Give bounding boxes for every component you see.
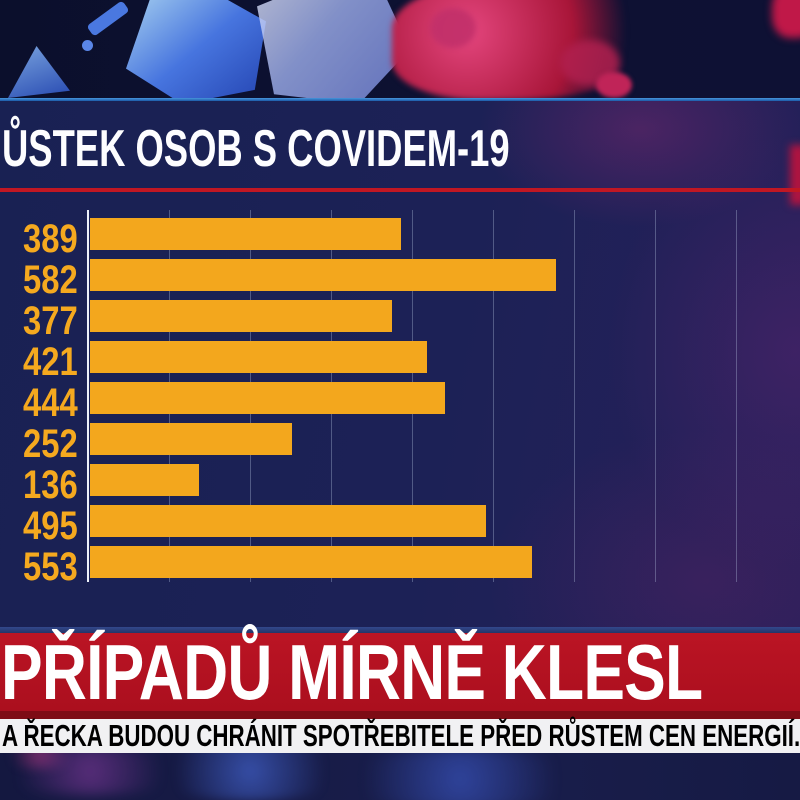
crystal-cluster-icon	[126, 0, 266, 98]
headline-band: PŘÍPADŮ MÍRNĚ KLESL	[0, 633, 800, 711]
crystal-cluster-icon	[257, 0, 410, 98]
bar-value-label: 553	[23, 545, 78, 589]
ticker-text: A ŘECKA BUDOU CHRÁNIT SPOTŘEBITELE PŘED …	[2, 718, 800, 753]
bar	[90, 382, 445, 414]
gridline	[493, 210, 494, 582]
gridline	[655, 210, 656, 582]
headline-text: PŘÍPADŮ MÍRNĚ KLESL	[1, 628, 703, 716]
crystal-fragment-icon	[82, 40, 93, 51]
chart-y-axis	[87, 210, 89, 582]
bar-value-label: 444	[23, 381, 78, 425]
virus-spike-icon	[430, 8, 476, 48]
bar-value-label: 495	[23, 504, 78, 548]
bar-value-label: 136	[23, 463, 78, 507]
bottom-decorative-band	[0, 753, 800, 800]
blue-strip	[0, 627, 800, 633]
blue-separator-line	[0, 98, 800, 101]
bar-value-label: 389	[23, 217, 78, 261]
red-separator-line	[0, 188, 800, 192]
bar-value-label: 377	[23, 299, 78, 343]
virus-smoke-icon	[150, 753, 350, 800]
bar-value-label: 252	[23, 422, 78, 466]
bar	[90, 259, 556, 291]
bar	[90, 300, 392, 332]
virus-fragment-icon	[772, 0, 800, 38]
dark-red-strip	[0, 711, 800, 719]
bar	[90, 464, 199, 496]
virus-fragment-icon	[790, 145, 800, 205]
news-ticker: A ŘECKA BUDOU CHRÁNIT SPOTŘEBITELE PŘED …	[0, 719, 800, 753]
bar	[90, 341, 427, 373]
bar-row: 582	[0, 259, 800, 300]
virus-smoke-icon	[330, 753, 590, 800]
virus-spike-icon	[596, 72, 632, 98]
bar-row: 389	[0, 218, 800, 259]
bar-row: 136	[0, 464, 800, 505]
bar-row: 252	[0, 423, 800, 464]
top-decorative-band	[0, 0, 800, 98]
bar-row: 444	[0, 382, 800, 423]
crystal-shard-icon	[86, 0, 130, 37]
bar	[90, 423, 292, 455]
gridline	[574, 210, 575, 582]
bar-row: 421	[0, 341, 800, 382]
crystal-shard-icon	[8, 46, 70, 98]
bar	[90, 218, 401, 250]
bar-value-label: 582	[23, 258, 78, 302]
bar-row: 377	[0, 300, 800, 341]
virus-haze-icon	[0, 753, 80, 769]
chart-title: ŮSTEK OSOB S COVIDEM-19	[2, 120, 510, 178]
bar-value-label: 421	[23, 340, 78, 384]
bar	[90, 505, 486, 537]
bar	[90, 546, 532, 578]
gridline	[736, 210, 737, 582]
bar-row: 553	[0, 546, 800, 587]
bar-row: 495	[0, 505, 800, 546]
